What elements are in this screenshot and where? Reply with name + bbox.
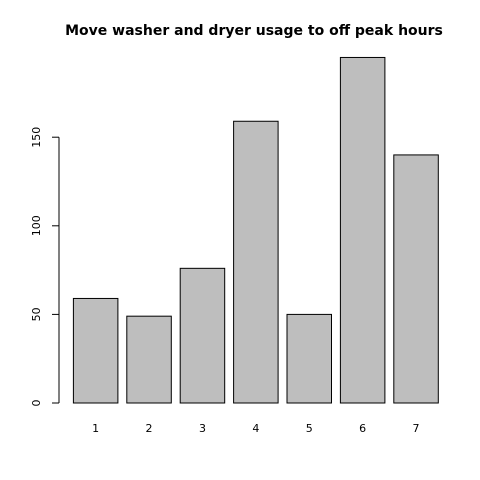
bar-3 <box>179 267 226 404</box>
bars <box>72 56 439 404</box>
y-tick-label: 150 <box>30 127 43 148</box>
x-tick-label: 4 <box>252 422 259 435</box>
bar-7 <box>393 154 439 404</box>
bar-4 <box>233 120 279 404</box>
x-tick-label: 3 <box>199 422 206 435</box>
y-tick-label: 50 <box>30 307 43 321</box>
bar-2 <box>126 315 172 404</box>
x-tick-label: 2 <box>146 422 153 435</box>
y-axis: 0 50 100 150 <box>30 127 60 407</box>
x-tick-label: 5 <box>306 422 313 435</box>
bar-1 <box>72 297 119 404</box>
x-tick-label: 6 <box>359 422 366 435</box>
x-tick-label: 1 <box>92 422 99 435</box>
x-axis-labels: 1 2 3 4 5 6 7 <box>92 422 419 435</box>
x-tick-label: 7 <box>413 422 420 435</box>
chart-title: Move washer and dryer usage to off peak … <box>65 23 443 39</box>
bar-6 <box>339 56 386 404</box>
y-tick-label: 0 <box>30 400 43 407</box>
bar-5 <box>286 313 332 404</box>
y-tick-label: 100 <box>30 215 43 236</box>
